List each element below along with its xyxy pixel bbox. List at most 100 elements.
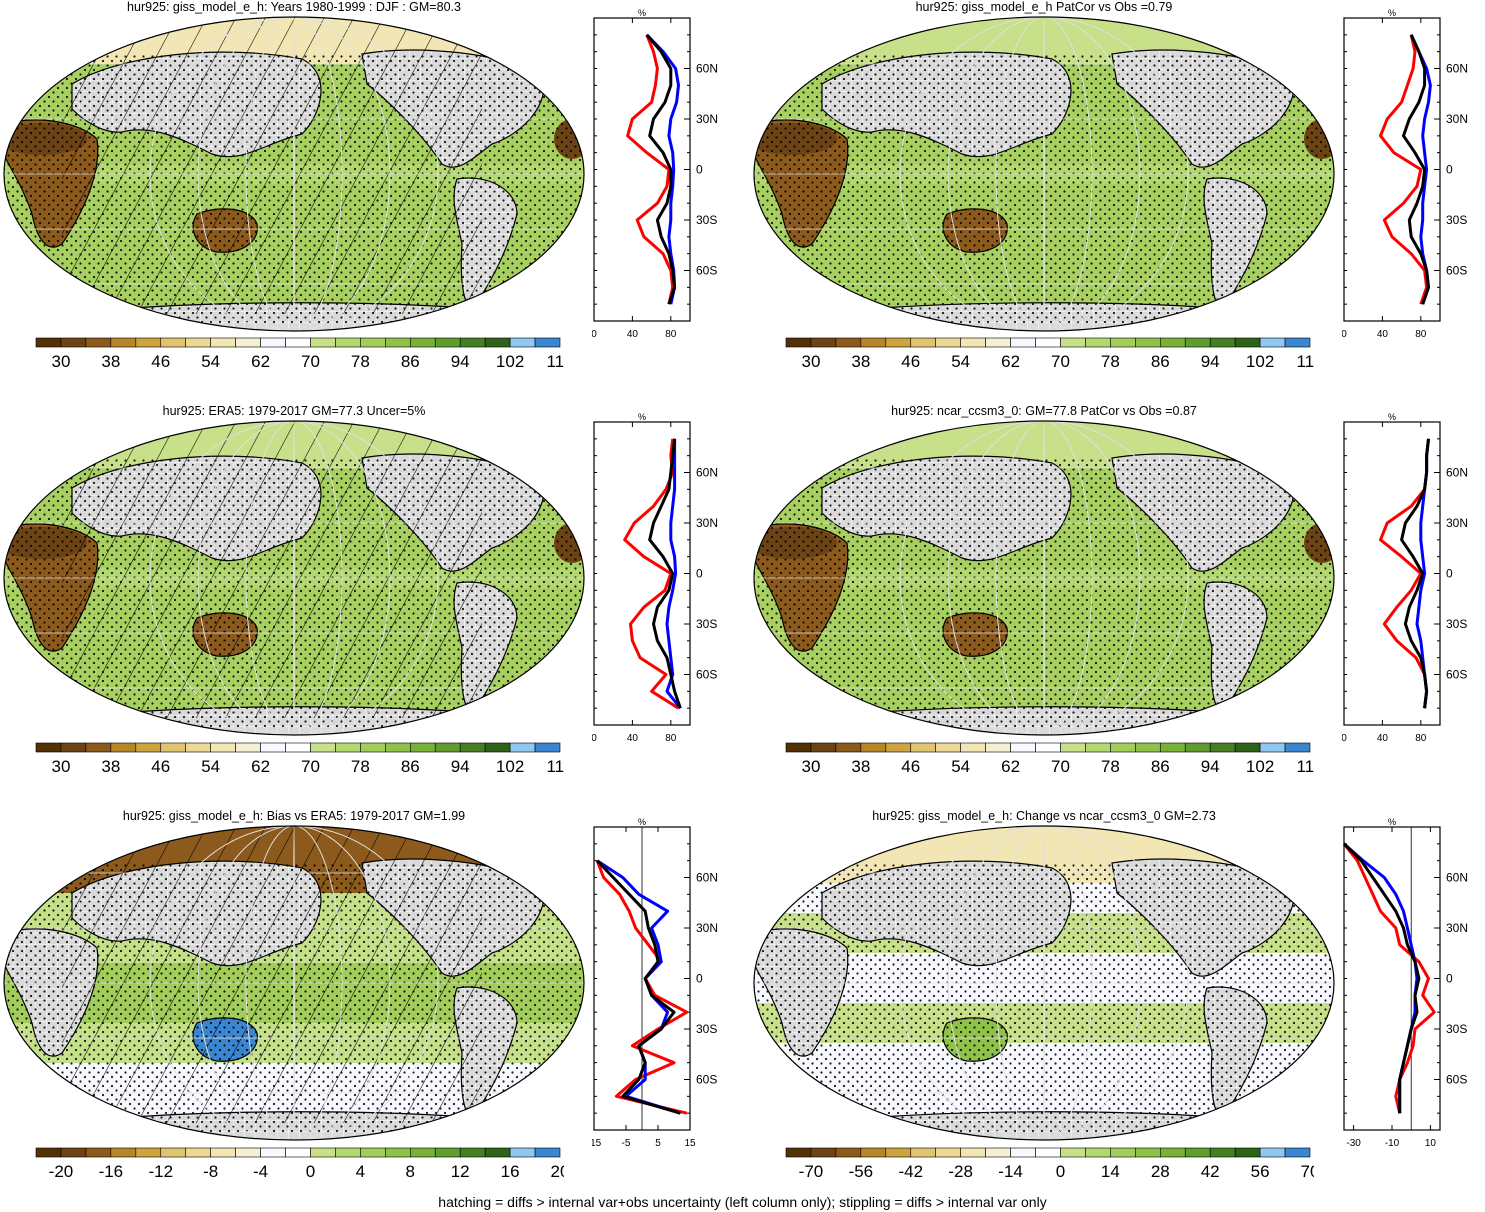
colorbar-swatch (1110, 337, 1136, 348)
colorbar-label: 78 (351, 352, 370, 371)
colorbar-label: 110 (546, 757, 564, 776)
colorbar-swatch (360, 337, 386, 348)
colorbar-swatch (935, 742, 961, 753)
colorbar-swatch (985, 1147, 1011, 1158)
colorbar-label: 46 (901, 352, 920, 371)
lat-tick-label: 60S (696, 668, 717, 682)
zonal-profile: % 60N 30N 0 30S 60S 0 40 80 (592, 412, 718, 744)
lat-tick-label: 0 (1446, 972, 1453, 986)
colorbar-swatch (1085, 337, 1111, 348)
colorbar-swatch (260, 742, 286, 753)
colorbar-swatch (360, 1147, 386, 1158)
lat-tick-label: 0 (696, 972, 703, 986)
colorbar-label: 110 (1296, 757, 1314, 776)
colorbar-swatch (509, 1147, 536, 1158)
colorbar: -20 -16 -12 -8 -4 0 4 8 12 16 20 (35, 1147, 564, 1181)
colorbar-swatch (1159, 742, 1186, 753)
profile-line-blue (665, 438, 682, 710)
colorbar-label: 110 (546, 352, 564, 371)
colorbar-label: 70 (1051, 352, 1070, 371)
colorbar-swatch (434, 742, 461, 753)
x-tick-label: 40 (627, 329, 639, 340)
colorbar-label: 78 (1101, 757, 1120, 776)
colorbar-swatch (1135, 337, 1161, 348)
colorbar-label: 70 (1051, 757, 1070, 776)
colorbar-swatch (1234, 742, 1261, 753)
x-tick-label: 15 (684, 1138, 696, 1149)
colorbar-label: 16 (501, 1162, 520, 1181)
lat-tick-label: 30S (696, 617, 717, 631)
colorbar-swatch (1234, 337, 1261, 348)
colorbar-swatch (310, 337, 336, 348)
colorbar-swatch (235, 337, 261, 348)
colorbar-swatch (785, 742, 812, 753)
colorbar-swatch (459, 742, 486, 753)
colorbar-swatch (1035, 742, 1061, 753)
colorbar-swatch (60, 1147, 87, 1158)
lat-tick-label: 60N (696, 466, 718, 480)
colorbar-label: 78 (351, 757, 370, 776)
colorbar-swatch (210, 337, 236, 348)
colorbar-swatch (185, 337, 211, 348)
lat-tick-label: 30N (696, 516, 718, 530)
colorbar-label: 38 (101, 352, 120, 371)
profile-line-red (1379, 34, 1429, 305)
colorbar-label: 54 (951, 757, 970, 776)
colorbar-swatch (1209, 742, 1236, 753)
colorbar-swatch (484, 742, 511, 753)
profile-unit: % (1388, 8, 1396, 18)
x-tick-label: 40 (627, 733, 639, 744)
colorbar-swatch (1010, 742, 1036, 753)
colorbar-swatch (409, 742, 436, 753)
colorbar-swatch (985, 337, 1011, 348)
lat-tick-label: 30N (1446, 921, 1468, 935)
colorbar-swatch (360, 742, 386, 753)
lat-tick-label: 0 (696, 163, 703, 177)
x-tick-label: -30 (1346, 1138, 1361, 1149)
zonal-profile: % 60N 30N 0 30S 60S -30 -10 10 (1342, 817, 1468, 1149)
colorbar-swatch (260, 1147, 286, 1158)
profile-line-black (1400, 438, 1430, 709)
lat-tick-label: 30S (696, 1022, 717, 1036)
map-panel (753, 825, 1335, 1141)
x-tick-label: 0 (592, 329, 597, 340)
colorbar-swatch (910, 742, 937, 753)
colorbar-label: 62 (1001, 757, 1020, 776)
profile-unit: % (638, 412, 646, 422)
colorbar-label: 8 (406, 1162, 415, 1181)
colorbar-swatch (860, 337, 887, 348)
lat-tick-label: 30N (696, 112, 718, 126)
colorbar-swatch (185, 1147, 211, 1158)
x-tick-label: 40 (1377, 733, 1389, 744)
colorbar-label: -14 (998, 1162, 1023, 1181)
colorbar-swatch (110, 337, 137, 348)
colorbar-swatch (1259, 742, 1286, 753)
map-panel (3, 825, 585, 1141)
panel-title: hur925: ERA5: 1979-2017 GM=77.3 Uncer=5% (162, 404, 426, 418)
colorbar-swatch (409, 1147, 436, 1158)
lat-tick-label: 60N (1446, 466, 1468, 480)
colorbar-swatch (1110, 1147, 1136, 1158)
colorbar-swatch (135, 337, 162, 348)
colorbar-label: -42 (898, 1162, 923, 1181)
colorbar-swatch (459, 337, 486, 348)
colorbar-label: 42 (1201, 1162, 1220, 1181)
colorbar-label: 78 (1101, 352, 1120, 371)
colorbar: 30 38 46 54 62 70 78 86 94 102 110 (785, 742, 1314, 776)
panel-title: hur925: giss_model_e_h: Years 1980-1999 … (127, 0, 461, 14)
colorbar-swatch (85, 742, 112, 753)
x-tick-label: 0 (1342, 733, 1347, 744)
colorbar-swatch (534, 337, 561, 348)
lat-tick-label: 0 (1446, 567, 1453, 581)
colorbar-label: 46 (151, 757, 170, 776)
colorbar-swatch (484, 1147, 511, 1158)
colorbar-swatch (885, 1147, 912, 1158)
colorbar-swatch (1135, 742, 1161, 753)
colorbar-label: 94 (1201, 352, 1220, 371)
colorbar-swatch (960, 742, 986, 753)
lat-tick-label: 60N (1446, 62, 1468, 76)
colorbar-swatch (434, 337, 461, 348)
lat-tick-label: 60N (696, 871, 718, 885)
colorbar-swatch (385, 742, 411, 753)
profile-line-red (626, 34, 675, 305)
